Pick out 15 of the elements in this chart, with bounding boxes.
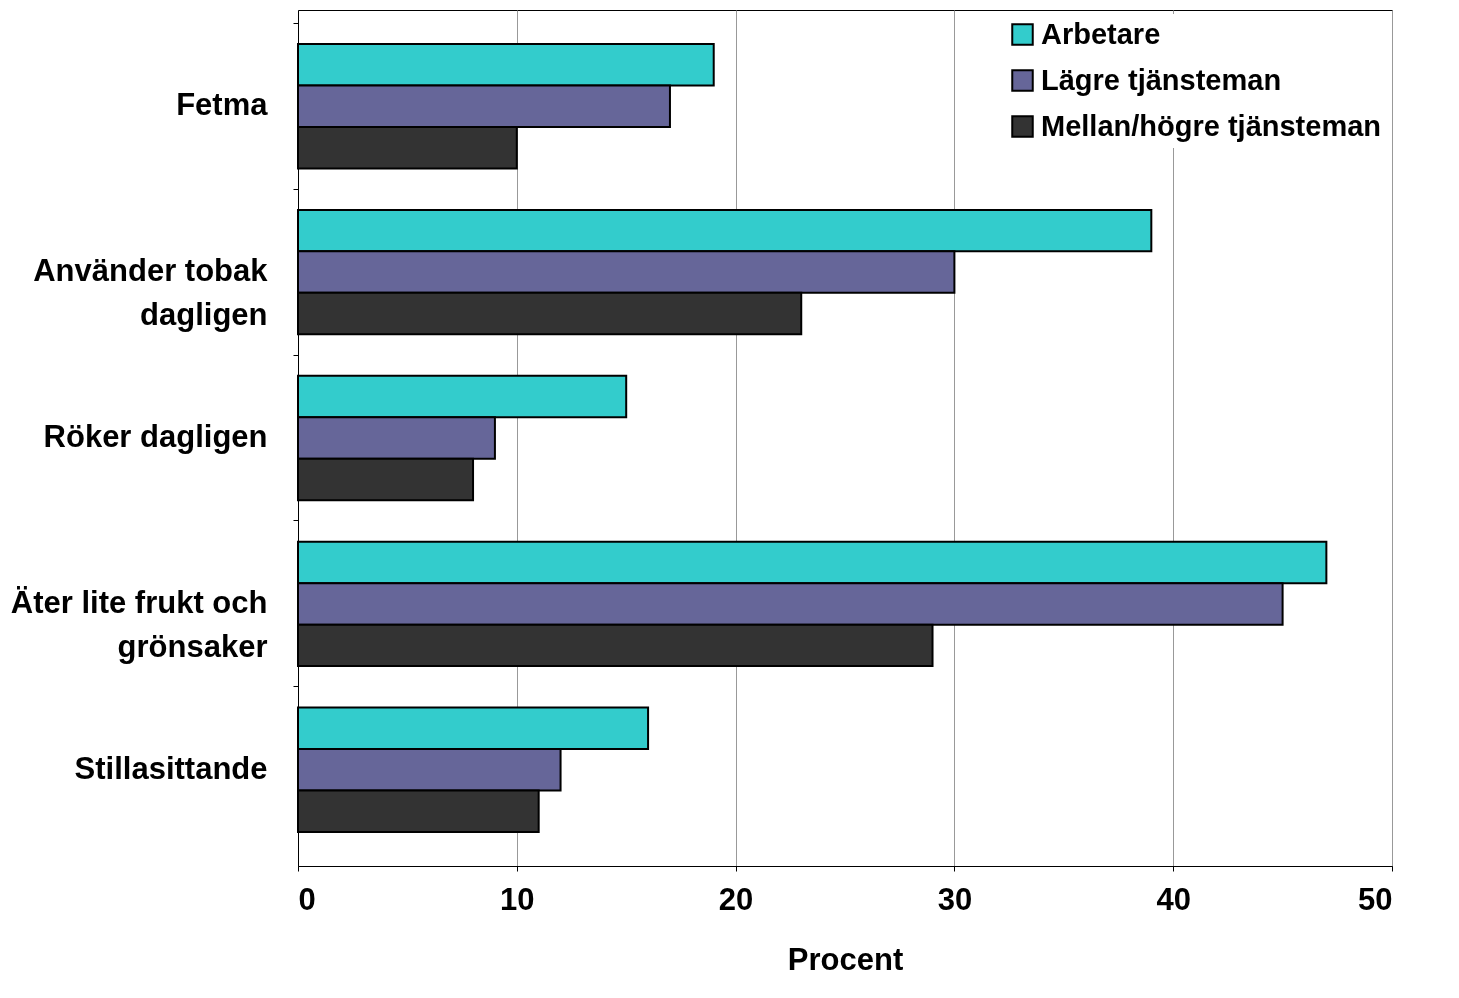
x-axis-title: Procent [787,941,904,977]
legend-label: Mellan/högre tjänsteman [1041,109,1382,142]
x-tick-label: 50 [1358,881,1393,917]
legend-label: Arbetare [1041,17,1161,50]
x-tick-label: 20 [718,881,754,917]
x-tick-label: 0 [298,881,316,917]
y-tick-label: Stillasittande [74,750,268,786]
x-tick-label: 30 [937,881,973,917]
y-tick-label: Äter lite frukt och grönsaker [10,584,268,664]
legend-label: Lägre tjänsteman [1041,63,1282,96]
y-tick-label: Fetma [176,87,269,123]
y-tick-label: Använder tobak dagligen [33,253,269,333]
y-tick-label: Röker dagligen [43,419,268,454]
x-tick-label: 10 [500,881,535,917]
x-tick-label: 40 [1156,881,1191,917]
